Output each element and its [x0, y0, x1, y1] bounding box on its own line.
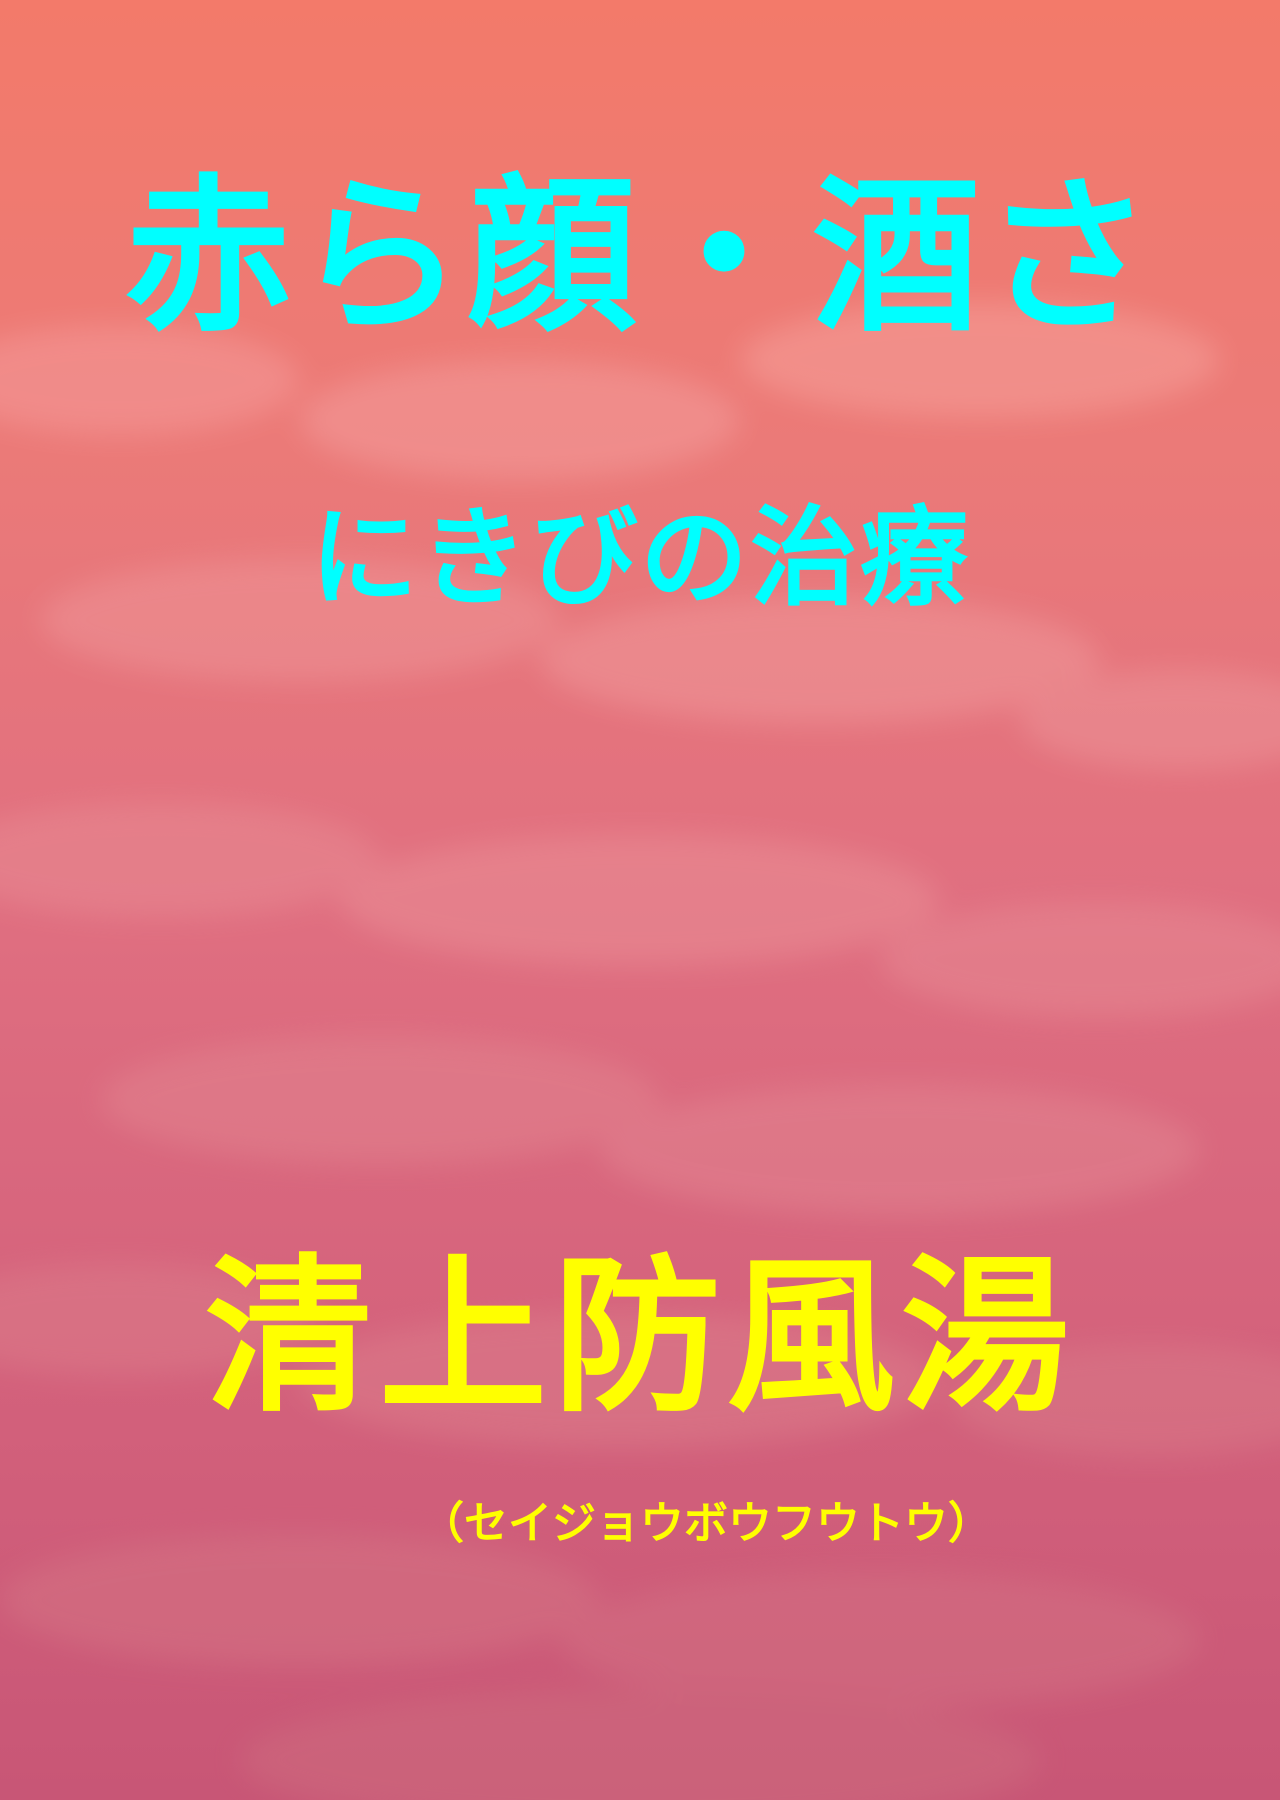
cover-title-main: 赤ら顔・酒さ	[124, 159, 1156, 355]
product-name: 清上防風湯	[205, 1239, 1075, 1435]
product-name-reading: （セイジョウボウフウトウ）	[420, 1498, 992, 1549]
cover-title-sub: にきびの治療	[309, 496, 970, 621]
